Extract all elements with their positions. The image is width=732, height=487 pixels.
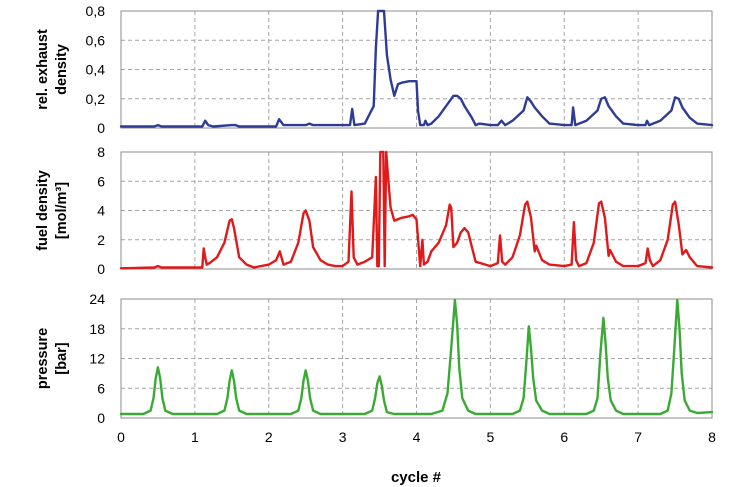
x-tick-label: 1 <box>191 429 199 445</box>
fuel-plot-frame <box>120 151 713 270</box>
pressure-y-tick-label: 18 <box>89 321 105 337</box>
x-tick-label: 3 <box>339 429 347 445</box>
pressure-series-line <box>119 298 714 416</box>
exhaust-y-axis-label: rel. exhaust density <box>35 29 70 110</box>
x-tick-label: 2 <box>265 429 273 445</box>
pressure-y-tick-label: 12 <box>89 351 105 367</box>
exhaust-y-tick-label: 0 <box>97 120 105 136</box>
fuel-y-tick-label: 4 <box>97 203 105 219</box>
x-tick-label: 7 <box>634 429 642 445</box>
exhaust-y-tick-label: 0,4 <box>86 62 106 78</box>
x-axis-label: cycle # <box>391 469 442 486</box>
pressure-plot-frame <box>120 298 713 419</box>
x-tick-label: 0 <box>117 429 125 445</box>
fuel-series-line <box>119 150 714 270</box>
exhaust-y-tick-label: 0,2 <box>86 91 106 107</box>
pressure-y-tick-label: 6 <box>97 380 105 396</box>
pressure-y-axis-label: pressure [bar] <box>35 328 70 389</box>
pressure-y-tick-label: 24 <box>89 291 105 307</box>
x-tick-label: 8 <box>708 429 716 445</box>
fuel-y-tick-label: 0 <box>97 261 105 277</box>
exhaust-series-line <box>119 9 714 128</box>
exhaust-y-tick-label: 0,6 <box>86 32 106 48</box>
pressure-y-tick-label: 0 <box>97 410 105 426</box>
fuel-y-tick-label: 2 <box>97 232 105 248</box>
fuel-y-tick-label: 6 <box>97 173 105 189</box>
exhaust-plot-frame <box>120 10 713 129</box>
x-tick-label: 6 <box>560 429 568 445</box>
fuel-y-axis-label: fuel density [mol/m³] <box>35 170 70 251</box>
x-tick-label: 4 <box>413 429 421 445</box>
exhaust-density-panel: 0 0,2 0,4 0,6 0,8 rel. exhaust density <box>35 3 714 136</box>
x-tick-label: 5 <box>486 429 494 445</box>
fuel-y-tick-label: 8 <box>97 144 105 160</box>
exhaust-y-tick-label: 0,8 <box>86 3 106 19</box>
fuel-density-panel: 0 2 4 6 8 fuel density [mol/m³] <box>35 144 714 277</box>
